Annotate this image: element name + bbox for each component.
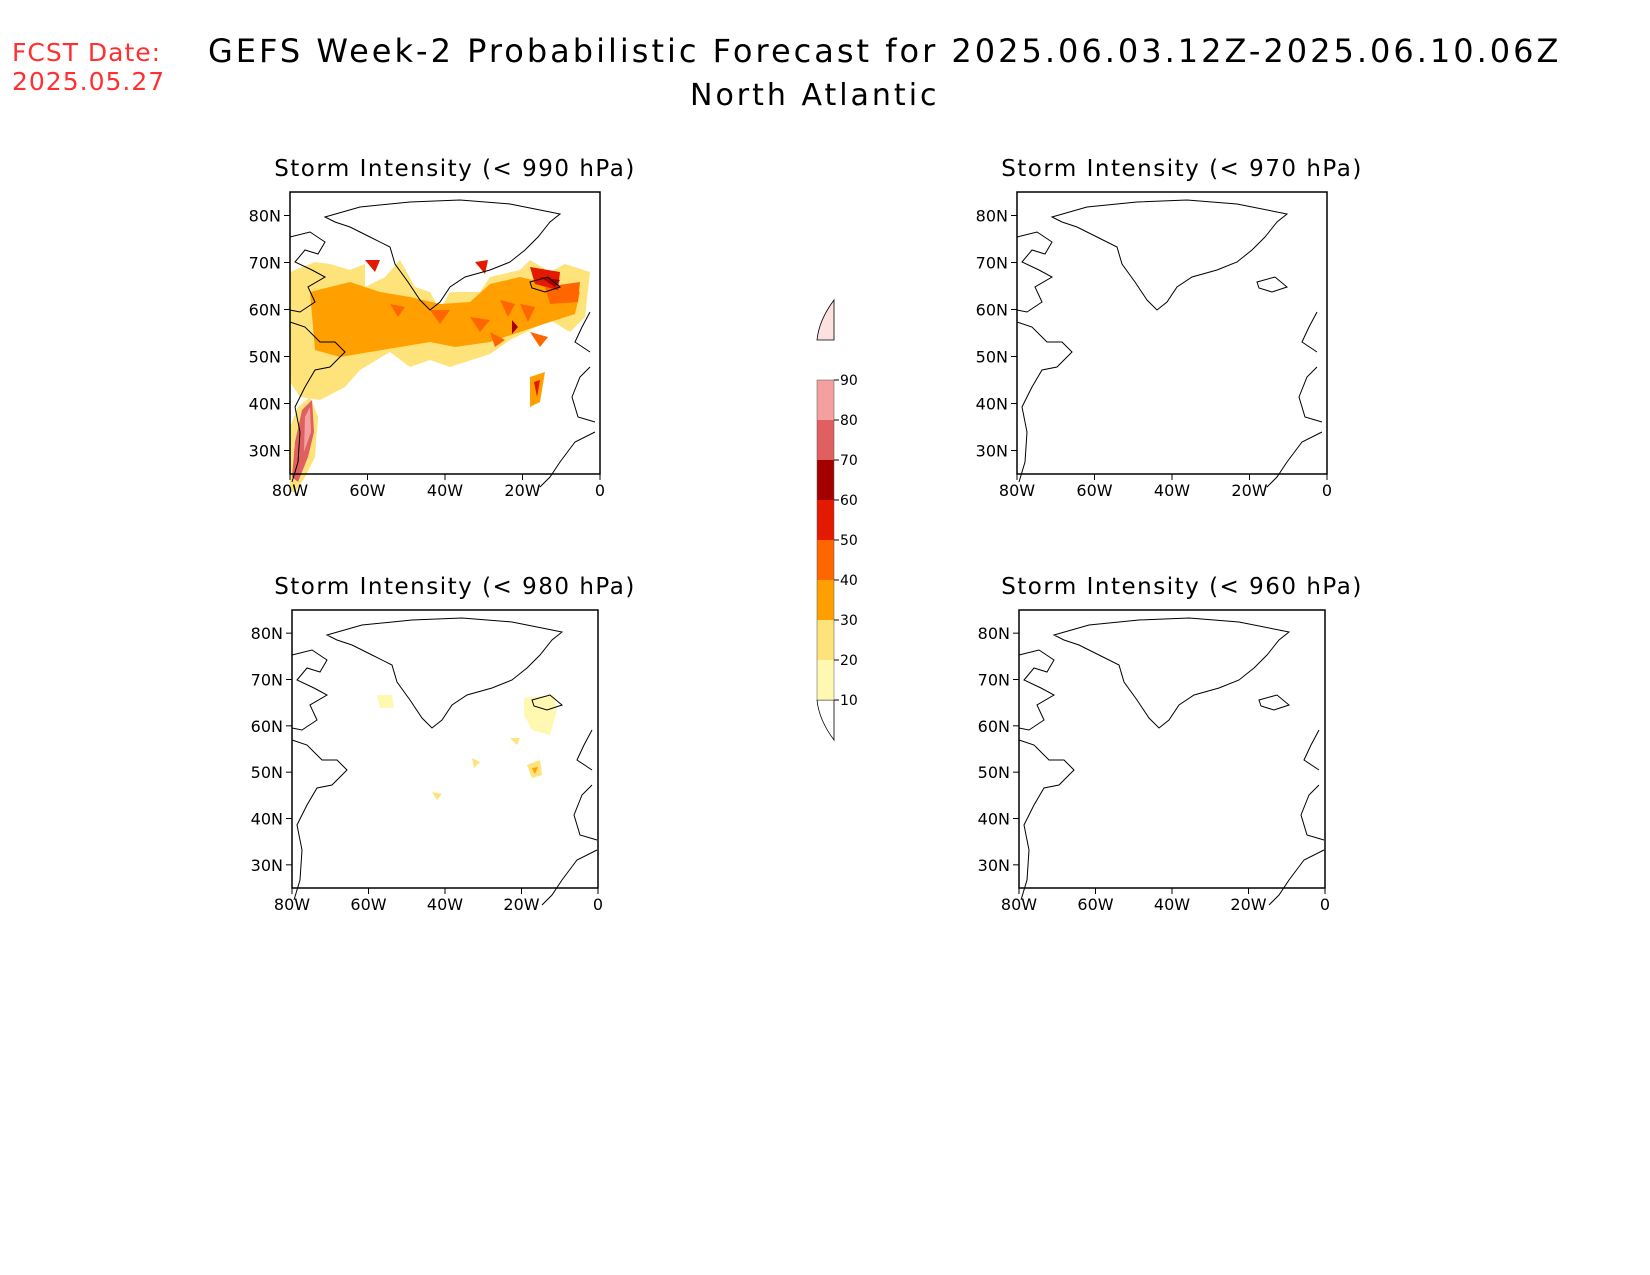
- lon-tick-label: 60W: [349, 481, 385, 500]
- colorbar-swatch: [817, 460, 834, 500]
- lon-tick-label: 60W: [1076, 481, 1112, 500]
- lat-tick-label: 80N: [249, 207, 281, 226]
- lat-tick-label: 30N: [976, 442, 1008, 461]
- page-subtitle: North Atlantic: [690, 78, 940, 113]
- panel-980: Storm Intensity (< 980 hPa) 80N 70N 60N 50N…: [251, 574, 636, 914]
- lon-tick-label: 80W: [1001, 895, 1037, 914]
- lon-tick-label: 40W: [1154, 895, 1190, 914]
- lon-tick-label: 80W: [999, 481, 1035, 500]
- lat-tick-label: 50N: [249, 348, 281, 367]
- lon-tick-label: 20W: [1231, 481, 1267, 500]
- lat-tick-label: 60N: [251, 717, 283, 736]
- latitude-axis: 80N 70N 60N 50N 40N 30N: [978, 624, 1019, 875]
- lon-tick-label: 20W: [504, 481, 540, 500]
- forecast-date-label: FCST Date:: [12, 38, 162, 67]
- latitude-axis: 80N 70N 60N 50N 40N 30N: [251, 624, 292, 875]
- panel-title: Storm Intensity (< 990 hPa): [274, 156, 636, 182]
- latitude-axis: 80N 70N 60N 50N 40N 30N: [249, 207, 290, 461]
- lat-tick-label: 80N: [976, 207, 1008, 226]
- lon-tick-label: 40W: [427, 481, 463, 500]
- colorbar-swatch: [817, 380, 834, 420]
- lon-tick-label: 80W: [274, 895, 310, 914]
- lon-tick-label: 0: [1322, 481, 1332, 500]
- lat-tick-label: 80N: [978, 624, 1010, 643]
- map-frame: [1018, 609, 1326, 889]
- lat-tick-label: 70N: [251, 671, 283, 690]
- colorbar-tick-label: 20: [840, 653, 858, 669]
- panel-title: Storm Intensity (< 970 hPa): [1001, 156, 1363, 182]
- lat-tick-label: 40N: [976, 395, 1008, 414]
- lat-tick-label: 30N: [251, 856, 283, 875]
- colorbar-tick-label: 70: [840, 453, 858, 469]
- page-title: GEFS Week-2 Probabilistic Forecast for 2…: [208, 32, 1562, 70]
- colorbar-swatch: [817, 620, 834, 660]
- colorbar-bottom-extension: [816, 699, 835, 742]
- lon-tick-label: 40W: [427, 895, 463, 914]
- lon-tick-label: 0: [1320, 895, 1330, 914]
- longitude-axis: 80W 60W 40W 20W 0: [272, 474, 605, 500]
- coastline: [289, 199, 596, 488]
- lat-tick-label: 50N: [978, 763, 1010, 782]
- colorbar-tick-label: 50: [840, 533, 858, 549]
- longitude-axis: 80W 60W 40W 20W 0: [999, 474, 1332, 500]
- colorbar-top-extension: [816, 298, 835, 341]
- colorbar-tick-label: 10: [840, 693, 858, 709]
- colorbar-tick-label: 90: [840, 373, 858, 389]
- lat-tick-label: 40N: [251, 810, 283, 829]
- colorbar-tick-label: 40: [840, 573, 858, 589]
- lat-tick-label: 70N: [976, 254, 1008, 273]
- lat-tick-label: 40N: [249, 395, 281, 414]
- colorbar-swatch: [817, 660, 834, 700]
- colorbar-tick-label: 60: [840, 493, 858, 509]
- lat-tick-label: 50N: [251, 763, 283, 782]
- lat-tick-label: 60N: [249, 301, 281, 320]
- lat-tick-label: 60N: [978, 717, 1010, 736]
- colorbar-swatch: [817, 580, 834, 620]
- lon-tick-label: 80W: [272, 481, 308, 500]
- coastline: [1018, 617, 1325, 906]
- lat-tick-label: 40N: [978, 810, 1010, 829]
- probability-shading: [290, 260, 590, 492]
- coastline: [1016, 199, 1323, 488]
- forecast-date-value: 2025.05.27: [12, 67, 166, 96]
- lon-tick-label: 60W: [350, 895, 386, 914]
- map-frame: [291, 609, 599, 889]
- lat-tick-label: 70N: [249, 254, 281, 273]
- map-frame: [1016, 191, 1328, 475]
- lon-tick-label: 20W: [1230, 895, 1266, 914]
- lat-tick-label: 60N: [976, 301, 1008, 320]
- lon-tick-label: 0: [593, 895, 603, 914]
- lat-tick-label: 70N: [978, 671, 1010, 690]
- longitude-axis: 80W 60W 40W 20W 0: [274, 888, 603, 914]
- lat-tick-label: 30N: [978, 856, 1010, 875]
- longitude-axis: 80W 60W 40W 20W 0: [1001, 888, 1330, 914]
- colorbar-swatch: [817, 540, 834, 580]
- panel-title: Storm Intensity (< 980 hPa): [274, 574, 636, 600]
- colorbar: 10 20 30 40 50 60 70 80 90: [816, 298, 858, 742]
- latitude-axis: 80N 70N 60N 50N 40N 30N: [976, 207, 1017, 461]
- lon-tick-label: 0: [595, 481, 605, 500]
- colorbar-tick-label: 80: [840, 413, 858, 429]
- lat-tick-label: 50N: [976, 348, 1008, 367]
- coastline: [291, 617, 598, 906]
- probability-shading: [377, 695, 557, 800]
- lon-tick-label: 20W: [503, 895, 539, 914]
- panel-970: Storm Intensity (< 970 hPa) 80N 70N 60N 50N…: [976, 156, 1363, 500]
- lon-tick-label: 60W: [1077, 895, 1113, 914]
- lon-tick-label: 40W: [1154, 481, 1190, 500]
- forecast-date-block: FCST Date: 2025.05.27: [12, 38, 165, 96]
- colorbar-tick-label: 30: [840, 613, 858, 629]
- lat-tick-label: 30N: [249, 442, 281, 461]
- lat-tick-label: 80N: [251, 624, 283, 643]
- panel-960: Storm Intensity (< 960 hPa) 80N 70N 60N 50N…: [978, 574, 1363, 914]
- panel-title: Storm Intensity (< 960 hPa): [1001, 574, 1363, 600]
- panel-990: Storm Intensity (< 990 hPa) 80N 70N 60N 50N…: [249, 156, 636, 500]
- colorbar-swatch: [817, 420, 834, 460]
- colorbar-swatch: [817, 500, 834, 540]
